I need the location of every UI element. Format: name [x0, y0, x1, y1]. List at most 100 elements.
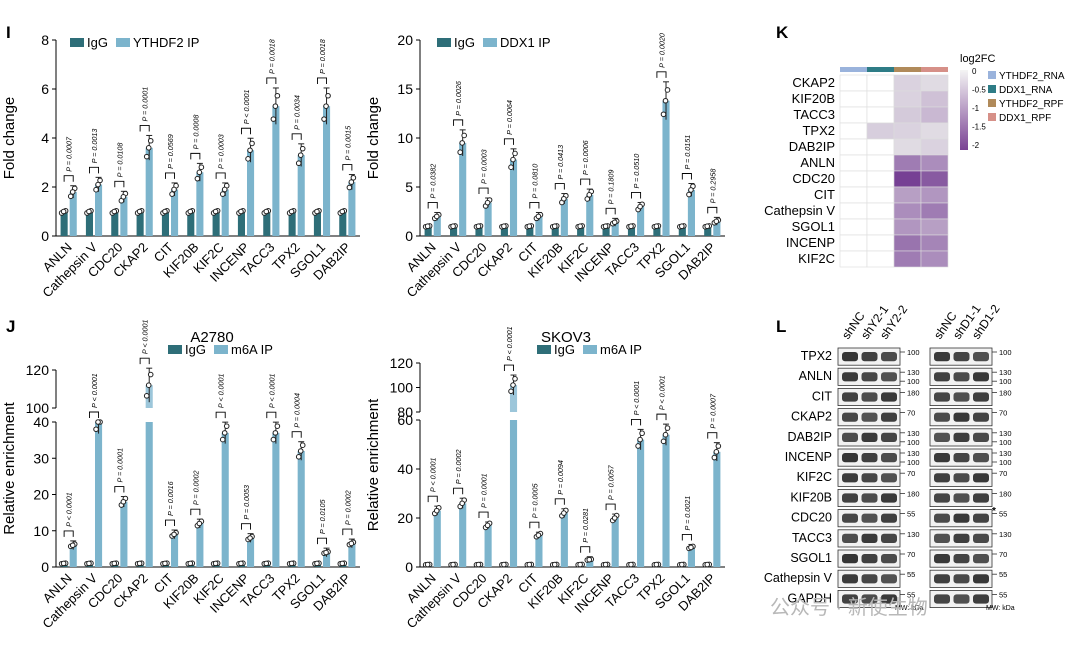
ip-bar: [509, 420, 518, 567]
significance-bracket: [241, 523, 251, 530]
heatmap-cell: [920, 186, 949, 204]
igg-bar: [475, 226, 483, 236]
ip-bar: [145, 422, 153, 567]
legend-igg-swatch: [70, 38, 84, 47]
marker-label: 130: [999, 449, 1012, 458]
ip-point: [713, 449, 720, 455]
heatmap-legend-swatch: [988, 99, 996, 107]
igg-point: [238, 560, 244, 567]
blot-label-sgol1: SGOL1: [790, 551, 832, 565]
igg-bar: [111, 211, 119, 236]
p-value: P = 0.0382: [429, 164, 438, 199]
ip-point: [145, 145, 152, 151]
legend-igg-label: IgG: [554, 342, 575, 357]
ip-point: [348, 540, 355, 547]
ip-point: [247, 535, 253, 541]
ip-bar: [662, 434, 670, 567]
significance-bracket: [503, 364, 514, 372]
heatmap-cell: [893, 122, 922, 140]
heatmap-cell: [866, 250, 895, 268]
significance-bracket: [707, 432, 718, 439]
p-value: P = 0.0015: [343, 125, 352, 161]
igg-point: [86, 560, 92, 567]
heatmap-scale-tick: -1.5: [972, 123, 986, 132]
ip-bar: [459, 142, 467, 236]
blot-band: [934, 392, 950, 402]
blot-band: [953, 513, 970, 523]
igg-point: [424, 561, 431, 568]
marker-label: 55: [999, 590, 1007, 599]
ip-point: [297, 152, 304, 158]
p-value: P = 0.0569: [166, 134, 175, 169]
blot-band: [861, 412, 878, 422]
ip-point: [120, 194, 127, 200]
ip-point: [637, 436, 643, 443]
blot-band: [881, 493, 897, 503]
heatmap-cell: [839, 218, 868, 236]
p-value: P = 0.0004: [293, 393, 302, 428]
p-value: P = 0.0003: [217, 134, 226, 169]
ip-bar: [348, 543, 356, 567]
blot-label-cdc20: CDC20: [791, 511, 832, 525]
p-value: P = 0.0007: [708, 393, 717, 429]
ip-bar: [272, 106, 280, 237]
blot-band: [842, 473, 858, 483]
significance-bracket: [190, 508, 201, 516]
ip-point: [484, 522, 491, 529]
y-tick-label: 20: [33, 487, 49, 503]
p-value: P < 0.0001: [217, 373, 226, 408]
heatmap-row-label-kif20b: KIF20B: [792, 91, 835, 106]
igg-point: [288, 560, 295, 567]
blot-band: [953, 392, 970, 402]
blot-band: [934, 533, 950, 543]
legend-ip-label: YTHDF2 IP: [133, 35, 199, 50]
heatmap-cell: [839, 122, 868, 140]
significance-bracket: [427, 202, 438, 209]
igg-point: [314, 208, 320, 215]
heatmap-row-label-cathepsin-v: Cathepsin V: [764, 203, 835, 218]
ip-bar: [196, 172, 204, 236]
significance-bracket: [139, 357, 150, 365]
igg-bar: [263, 211, 271, 236]
significance-bracket: [165, 172, 175, 179]
igg-bar: [653, 226, 661, 236]
ip-point: [586, 192, 593, 198]
igg-bar: [526, 226, 534, 236]
igg-point: [212, 208, 219, 215]
ip-point: [660, 438, 667, 445]
marker-label: 130: [907, 429, 920, 438]
p-value: P = 0.0001: [141, 87, 150, 122]
igg-bar: [602, 226, 610, 236]
heatmap-cell: [839, 170, 868, 188]
igg-point: [136, 208, 143, 215]
ip-point: [120, 498, 127, 505]
heatmap-row-label-ckap2: CKAP2: [792, 75, 835, 90]
ip-point: [611, 515, 618, 521]
y-tick-label: 80: [397, 404, 413, 420]
p-value: P = 0.0013: [90, 129, 99, 164]
igg-point: [679, 223, 685, 229]
y-tick-label: 0: [41, 228, 49, 244]
blot-label-tacc3: TACC3: [792, 531, 832, 545]
y-tick-label: 15: [397, 81, 413, 97]
heatmap-row-label-tpx2: TPX2: [802, 123, 835, 138]
heatmap-cell: [920, 90, 949, 108]
significance-bracket: [631, 192, 642, 199]
legend-igg-swatch: [537, 345, 551, 354]
ip-bar: [433, 216, 441, 236]
blot-band: [953, 432, 970, 442]
ip-point: [295, 160, 302, 167]
heatmap-cell: [839, 138, 868, 156]
ip-point: [459, 140, 465, 146]
p-value: P < 0.0001: [657, 375, 666, 410]
heatmap-cell: [866, 154, 895, 172]
igg-point: [60, 560, 67, 567]
blot-band: [861, 513, 878, 523]
igg-bar: [678, 226, 686, 236]
igg-point: [704, 561, 711, 568]
significance-bracket: [190, 152, 201, 160]
heatmap-legend-swatch: [988, 113, 996, 121]
ip-bar: [509, 159, 518, 236]
significance-bracket: [707, 206, 718, 214]
significance-bracket: [681, 534, 692, 541]
